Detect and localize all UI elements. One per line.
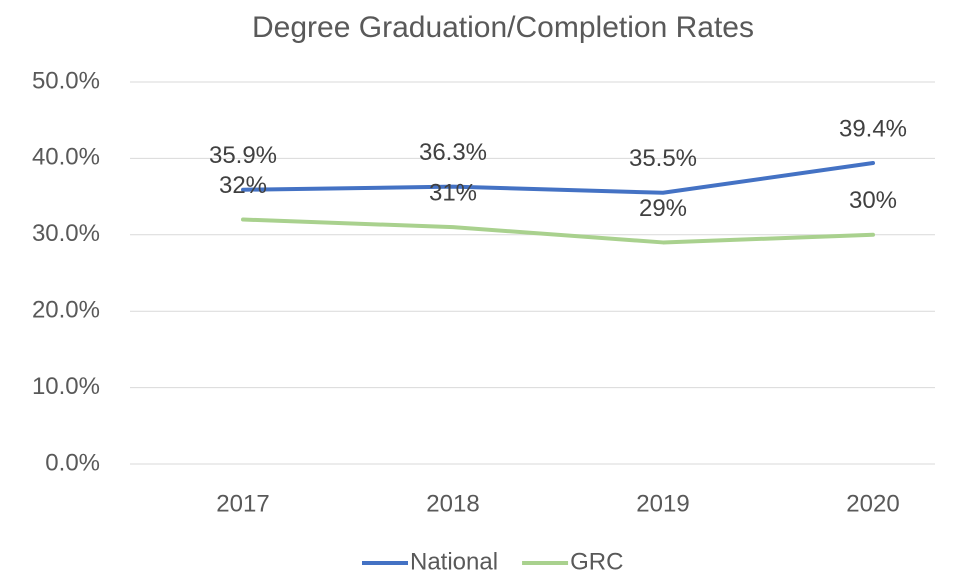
y-tick-label: 40.0% bbox=[32, 144, 100, 171]
data-label: 30% bbox=[849, 187, 897, 214]
data-label: 31% bbox=[429, 180, 477, 207]
data-label: 29% bbox=[639, 195, 687, 222]
x-tick-label: 2019 bbox=[636, 490, 689, 517]
legend-item: National bbox=[362, 548, 498, 575]
legend-label: National bbox=[410, 548, 498, 575]
y-tick-label: 10.0% bbox=[32, 373, 100, 400]
y-tick-label: 20.0% bbox=[32, 297, 100, 324]
chart-title: Degree Graduation/Completion Rates bbox=[252, 11, 754, 44]
series-line bbox=[241, 160, 875, 195]
y-tick-label: 30.0% bbox=[32, 220, 100, 247]
data-label: 39.4% bbox=[839, 115, 907, 142]
series-line bbox=[241, 217, 875, 245]
x-tick-label: 2020 bbox=[846, 490, 899, 517]
data-label: 36.3% bbox=[419, 139, 487, 166]
x-tick-label: 2017 bbox=[216, 490, 269, 517]
data-label: 32% bbox=[219, 172, 267, 199]
y-tick-label: 0.0% bbox=[45, 449, 100, 476]
data-label: 35.9% bbox=[209, 142, 277, 169]
y-tick-label: 50.0% bbox=[32, 67, 100, 94]
x-tick-label: 2018 bbox=[426, 490, 479, 517]
legend-item: GRC bbox=[522, 548, 623, 575]
data-label: 35.5% bbox=[629, 145, 697, 172]
legend-label: GRC bbox=[570, 548, 623, 575]
